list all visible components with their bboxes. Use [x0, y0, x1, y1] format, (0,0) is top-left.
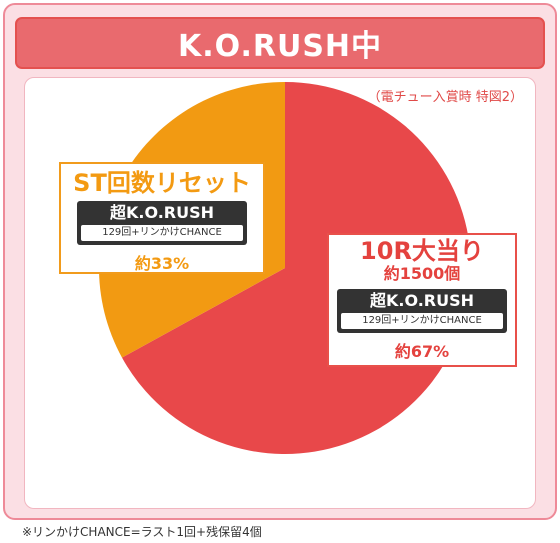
st-badge-note: 129回+リンかけCHANCE [81, 225, 243, 241]
r10-badge-name: 超K.O.RUSH [369, 291, 475, 310]
st-percent: 約33% [134, 254, 190, 273]
chart-area: （電チュー入賞時 特図2） ST回数リセット 超K.O.RUSH 129回+リン… [24, 77, 536, 509]
callout-10r-jackpot: 10R大当り 約1500個 超K.O.RUSH 129回+リンかけCHANCE … [327, 233, 517, 367]
footnote: ※リンかけCHANCE=ラスト1回+残保留4個 [22, 525, 262, 539]
callout-st-reset: ST回数リセット 超K.O.RUSH 129回+リンかけCHANCE 約33% [59, 162, 265, 274]
r10-payout: 約1500個 [383, 264, 461, 283]
st-badge-name: 超K.O.RUSH [109, 203, 215, 222]
condition-note: （電チュー入賞時 特図2） [367, 90, 523, 105]
r10-percent: 約67% [394, 342, 450, 361]
page-title: K.O.RUSH中 [15, 17, 545, 69]
r10-title: 10R大当り [360, 237, 484, 265]
st-title: ST回数リセット [73, 169, 251, 197]
r10-badge-note: 129回+リンかけCHANCE [341, 313, 503, 329]
panel-frame: K.O.RUSH中 （電チュー入賞時 特図2） ST回数リセット 超K.O.RU… [3, 3, 557, 520]
st-badge: 超K.O.RUSH 129回+リンかけCHANCE [77, 201, 247, 245]
r10-badge: 超K.O.RUSH 129回+リンかけCHANCE [337, 289, 507, 333]
